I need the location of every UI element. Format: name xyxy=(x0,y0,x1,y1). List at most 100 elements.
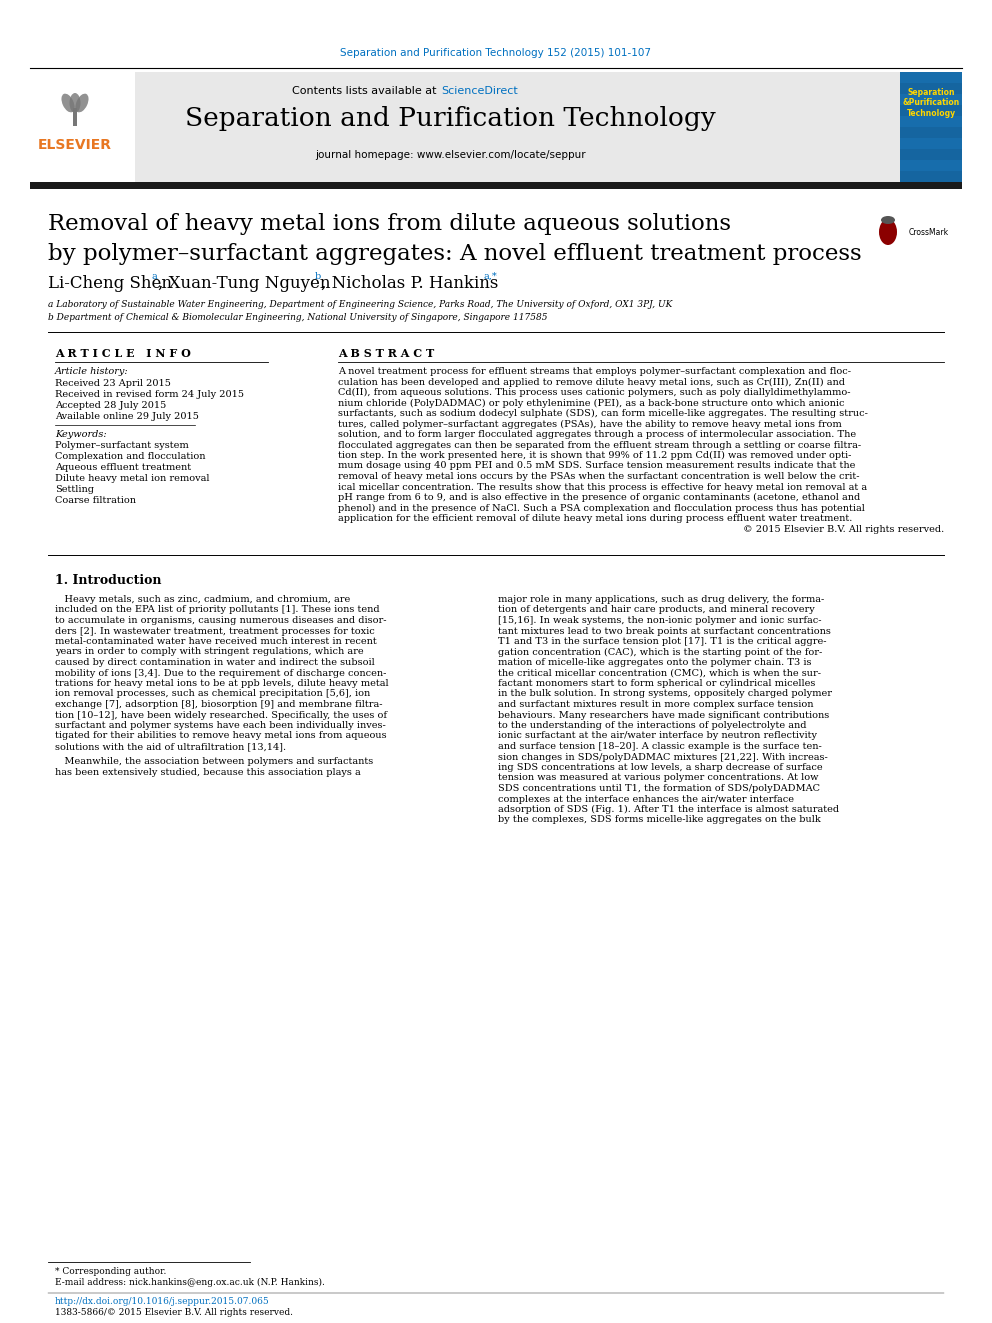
Text: adsorption of SDS (Fig. 1). After T1 the interface is almost saturated: adsorption of SDS (Fig. 1). After T1 the… xyxy=(498,804,839,814)
Text: a,*: a,* xyxy=(484,273,498,280)
Ellipse shape xyxy=(879,220,897,245)
Text: surfactant and polymer systems have each been individually inves-: surfactant and polymer systems have each… xyxy=(55,721,386,730)
Text: Article history:: Article history: xyxy=(55,366,129,376)
Text: * Corresponding author.: * Corresponding author. xyxy=(55,1267,167,1275)
Text: phenol) and in the presence of NaCl. Such a PSA complexation and flocculation pr: phenol) and in the presence of NaCl. Suc… xyxy=(338,504,865,512)
Text: and surface tension [18–20]. A classic example is the surface ten-: and surface tension [18–20]. A classic e… xyxy=(498,742,821,751)
Text: by the complexes, SDS forms micelle-like aggregates on the bulk: by the complexes, SDS forms micelle-like… xyxy=(498,815,820,824)
Text: tion step. In the work presented here, it is shown that 99% of 11.2 ppm Cd(II) w: tion step. In the work presented here, i… xyxy=(338,451,851,460)
Text: solutions with the aid of ultrafiltration [13,14].: solutions with the aid of ultrafiltratio… xyxy=(55,742,286,751)
Text: exchange [7], adsorption [8], biosorption [9] and membrane filtra-: exchange [7], adsorption [8], biosorptio… xyxy=(55,700,383,709)
Bar xyxy=(900,160,962,171)
Text: pH range from 6 to 9, and is also effective in the presence of organic contamina: pH range from 6 to 9, and is also effect… xyxy=(338,493,860,503)
Ellipse shape xyxy=(62,94,74,112)
Text: , Xuan-Tung Nguyen: , Xuan-Tung Nguyen xyxy=(158,275,330,292)
Text: removal of heavy metal ions occurs by the PSAs when the surfactant concentration: removal of heavy metal ions occurs by th… xyxy=(338,472,859,482)
Text: T1 and T3 in the surface tension plot [17]. T1 is the critical aggre-: T1 and T3 in the surface tension plot [1… xyxy=(498,636,826,646)
Text: Contents lists available at: Contents lists available at xyxy=(292,86,440,97)
Bar xyxy=(900,116,962,127)
Text: tant mixtures lead to two break points at surfactant concentrations: tant mixtures lead to two break points a… xyxy=(498,627,831,635)
Text: metal-contaminated water have received much interest in recent: metal-contaminated water have received m… xyxy=(55,636,377,646)
Text: tures, called polymer–surfactant aggregates (PSAs), have the ability to remove h: tures, called polymer–surfactant aggrega… xyxy=(338,419,842,429)
Text: 1. Introduction: 1. Introduction xyxy=(55,574,162,587)
Text: A B S T R A C T: A B S T R A C T xyxy=(338,348,434,359)
Text: a: a xyxy=(152,273,158,280)
Text: Settling: Settling xyxy=(55,486,94,493)
Text: behaviours. Many researchers have made significant contributions: behaviours. Many researchers have made s… xyxy=(498,710,829,720)
Bar xyxy=(30,71,135,183)
Text: Received 23 April 2015: Received 23 April 2015 xyxy=(55,378,171,388)
Text: mation of micelle-like aggregates onto the polymer chain. T3 is: mation of micelle-like aggregates onto t… xyxy=(498,658,811,667)
Text: Meanwhile, the association between polymers and surfactants: Meanwhile, the association between polym… xyxy=(55,758,373,766)
Text: © 2015 Elsevier B.V. All rights reserved.: © 2015 Elsevier B.V. All rights reserved… xyxy=(743,524,944,533)
Text: A novel treatment process for effluent streams that employs polymer–surfactant c: A novel treatment process for effluent s… xyxy=(338,366,851,376)
Text: ScienceDirect: ScienceDirect xyxy=(441,86,518,97)
Text: and surfactant mixtures result in more complex surface tension: and surfactant mixtures result in more c… xyxy=(498,700,813,709)
Text: Separation and Purification Technology 152 (2015) 101-107: Separation and Purification Technology 1… xyxy=(340,48,652,58)
Text: by polymer–surfactant aggregates: A novel effluent treatment process: by polymer–surfactant aggregates: A nove… xyxy=(48,243,862,265)
Text: trations for heavy metal ions to be at ppb levels, dilute heavy metal: trations for heavy metal ions to be at p… xyxy=(55,679,389,688)
Text: caused by direct contamination in water and indirect the subsoil: caused by direct contamination in water … xyxy=(55,658,375,667)
Text: Separation
&Purification
Technology: Separation &Purification Technology xyxy=(903,89,959,118)
Text: b: b xyxy=(315,273,321,280)
Text: Li-Cheng Shen: Li-Cheng Shen xyxy=(48,275,172,292)
Text: ing SDS concentrations at low levels, a sharp decrease of surface: ing SDS concentrations at low levels, a … xyxy=(498,763,822,773)
Text: A R T I C L E   I N F O: A R T I C L E I N F O xyxy=(55,348,190,359)
Text: journal homepage: www.elsevier.com/locate/seppur: journal homepage: www.elsevier.com/locat… xyxy=(314,149,585,160)
Text: ion removal processes, such as chemical precipitation [5,6], ion: ion removal processes, such as chemical … xyxy=(55,689,370,699)
Text: Aqueous effluent treatment: Aqueous effluent treatment xyxy=(55,463,191,472)
Text: 1383-5866/© 2015 Elsevier B.V. All rights reserved.: 1383-5866/© 2015 Elsevier B.V. All right… xyxy=(55,1308,293,1316)
Text: mobility of ions [3,4]. Due to the requirement of discharge concen-: mobility of ions [3,4]. Due to the requi… xyxy=(55,668,386,677)
Text: surfactants, such as sodium dodecyl sulphate (SDS), can form micelle-like aggreg: surfactants, such as sodium dodecyl sulp… xyxy=(338,409,868,418)
Text: factant monomers start to form spherical or cylindrical micelles: factant monomers start to form spherical… xyxy=(498,679,815,688)
Text: ELSEVIER: ELSEVIER xyxy=(38,138,112,152)
Text: solution, and to form larger flocculated aggregates through a process of intermo: solution, and to form larger flocculated… xyxy=(338,430,856,439)
Text: ionic surfactant at the air/water interface by neutron reflectivity: ionic surfactant at the air/water interf… xyxy=(498,732,817,741)
Text: http://dx.doi.org/10.1016/j.seppur.2015.07.065: http://dx.doi.org/10.1016/j.seppur.2015.… xyxy=(55,1297,270,1306)
Text: ical micellar concentration. The results show that this process is effective for: ical micellar concentration. The results… xyxy=(338,483,867,492)
Bar xyxy=(900,94,962,105)
Text: Coarse filtration: Coarse filtration xyxy=(55,496,136,505)
Text: Heavy metals, such as zinc, cadmium, and chromium, are: Heavy metals, such as zinc, cadmium, and… xyxy=(55,595,350,605)
Text: Cd(II), from aqueous solutions. This process uses cationic polymers, such as pol: Cd(II), from aqueous solutions. This pro… xyxy=(338,388,850,397)
Bar xyxy=(900,71,962,183)
Text: mum dosage using 40 ppm PEI and 0.5 mM SDS. Surface tension measurement results : mum dosage using 40 ppm PEI and 0.5 mM S… xyxy=(338,462,855,471)
Ellipse shape xyxy=(69,93,80,112)
Text: SDS concentrations until T1, the formation of SDS/polyDADMAC: SDS concentrations until T1, the formati… xyxy=(498,785,820,792)
Text: the critical micellar concentration (CMC), which is when the sur-: the critical micellar concentration (CMC… xyxy=(498,668,821,677)
Text: nium chloride (PolyDADMAC) or poly ethylenimine (PEI), as a back-bone structure : nium chloride (PolyDADMAC) or poly ethyl… xyxy=(338,398,844,407)
Text: [15,16]. In weak systems, the non-ionic polymer and ionic surfac-: [15,16]. In weak systems, the non-ionic … xyxy=(498,617,821,624)
Ellipse shape xyxy=(75,94,88,112)
Text: Available online 29 July 2015: Available online 29 July 2015 xyxy=(55,411,198,421)
Text: , Nicholas P. Hankins: , Nicholas P. Hankins xyxy=(321,275,498,292)
Bar xyxy=(900,138,962,149)
Text: in the bulk solution. In strong systems, oppositely charged polymer: in the bulk solution. In strong systems,… xyxy=(498,689,832,699)
Text: gation concentration (CAC), which is the starting point of the for-: gation concentration (CAC), which is the… xyxy=(498,647,822,656)
Text: Accepted 28 July 2015: Accepted 28 July 2015 xyxy=(55,401,167,410)
Text: years in order to comply with stringent regulations, which are: years in order to comply with stringent … xyxy=(55,647,364,656)
Text: Separation and Purification Technology: Separation and Purification Technology xyxy=(185,106,715,131)
Text: E-mail address: nick.hankins@eng.ox.ac.uk (N.P. Hankins).: E-mail address: nick.hankins@eng.ox.ac.u… xyxy=(55,1278,324,1287)
Text: to the understanding of the interactions of polyelectrolyte and: to the understanding of the interactions… xyxy=(498,721,806,730)
Text: tion of detergents and hair care products, and mineral recovery: tion of detergents and hair care product… xyxy=(498,606,814,614)
Bar xyxy=(30,183,962,189)
Bar xyxy=(73,108,77,126)
Text: a Laboratory of Sustainable Water Engineering, Department of Engineering Science: a Laboratory of Sustainable Water Engine… xyxy=(48,300,673,310)
Text: sion changes in SDS/polyDADMAC mixtures [21,22]. With increas-: sion changes in SDS/polyDADMAC mixtures … xyxy=(498,753,827,762)
Text: major role in many applications, such as drug delivery, the forma-: major role in many applications, such as… xyxy=(498,595,824,605)
Text: CrossMark: CrossMark xyxy=(909,228,949,237)
Text: complexes at the interface enhances the air/water interface: complexes at the interface enhances the … xyxy=(498,795,794,803)
Text: flocculated aggregates can then be separated from the effluent stream through a : flocculated aggregates can then be separ… xyxy=(338,441,861,450)
Text: has been extensively studied, because this association plays a: has been extensively studied, because th… xyxy=(55,767,361,777)
Text: Polymer–surfactant system: Polymer–surfactant system xyxy=(55,441,188,450)
Text: to accumulate in organisms, causing numerous diseases and disor-: to accumulate in organisms, causing nume… xyxy=(55,617,387,624)
Text: application for the efficient removal of dilute heavy metal ions during process : application for the efficient removal of… xyxy=(338,515,852,523)
Bar xyxy=(30,71,900,183)
Text: Dilute heavy metal ion removal: Dilute heavy metal ion removal xyxy=(55,474,209,483)
Ellipse shape xyxy=(881,216,895,224)
Text: Received in revised form 24 July 2015: Received in revised form 24 July 2015 xyxy=(55,390,244,400)
Text: ders [2]. In wastewater treatment, treatment processes for toxic: ders [2]. In wastewater treatment, treat… xyxy=(55,627,375,635)
Text: b Department of Chemical & Biomolecular Engineering, National University of Sing: b Department of Chemical & Biomolecular … xyxy=(48,314,548,321)
Text: Complexation and flocculation: Complexation and flocculation xyxy=(55,452,205,460)
Bar xyxy=(900,71,962,83)
